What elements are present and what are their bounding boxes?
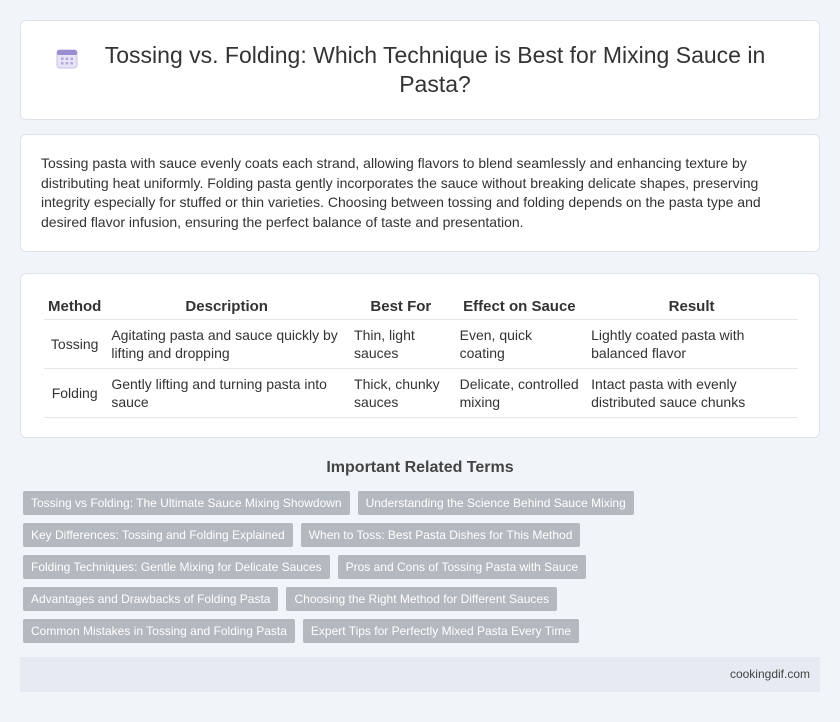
footer-site-link[interactable]: cookingdif.com bbox=[729, 667, 810, 681]
related-term-tag[interactable]: Common Mistakes in Tossing and Folding P… bbox=[23, 619, 295, 643]
intro-paragraph: Tossing pasta with sauce evenly coats ea… bbox=[41, 155, 761, 230]
description-cell: Agitating pasta and sauce quickly by lif… bbox=[105, 319, 349, 369]
column-header-best-for: Best For bbox=[348, 296, 454, 320]
best-for-cell: Thin, light sauces bbox=[348, 319, 454, 369]
comparison-table: Method Description Best For Effect on Sa… bbox=[44, 296, 798, 418]
result-cell: Intact pasta with evenly distributed sau… bbox=[585, 368, 798, 418]
result-cell: Lightly coated pasta with balanced flavo… bbox=[585, 319, 798, 369]
footer: cookingdif.com bbox=[20, 657, 820, 692]
best-for-cell: Thick, chunky sauces bbox=[348, 368, 454, 418]
header-card: Tossing vs. Folding: Which Technique is … bbox=[20, 20, 820, 120]
related-terms-list: Tossing vs Folding: The Ultimate Sauce M… bbox=[23, 491, 634, 651]
related-term-tag[interactable]: Advantages and Drawbacks of Folding Past… bbox=[23, 587, 279, 611]
comparison-table-card: Method Description Best For Effect on Sa… bbox=[20, 273, 820, 438]
intro-card: Tossing pasta with sauce evenly coats ea… bbox=[20, 134, 820, 252]
tag-row: Key Differences: Tossing and Folding Exp… bbox=[23, 523, 623, 547]
tag-row: Folding Techniques: Gentle Mixing for De… bbox=[23, 555, 623, 579]
method-cell: Tossing bbox=[44, 319, 106, 369]
column-header-method: Method bbox=[44, 296, 106, 320]
related-term-tag[interactable]: Choosing the Right Method for Different … bbox=[286, 587, 558, 611]
table-row: Folding Gently lifting and turning pasta… bbox=[44, 368, 798, 418]
related-term-tag[interactable]: Folding Techniques: Gentle Mixing for De… bbox=[23, 555, 330, 579]
column-header-description: Description bbox=[105, 296, 349, 320]
tag-row: Tossing vs Folding: The Ultimate Sauce M… bbox=[23, 491, 634, 515]
related-term-tag[interactable]: Pros and Cons of Tossing Pasta with Sauc… bbox=[337, 555, 587, 579]
effect-cell: Even, quick coating bbox=[453, 319, 586, 369]
related-term-tag[interactable]: Key Differences: Tossing and Folding Exp… bbox=[23, 523, 293, 547]
related-term-tag[interactable]: Understanding the Science Behind Sauce M… bbox=[357, 491, 634, 515]
related-term-tag[interactable]: Tossing vs Folding: The Ultimate Sauce M… bbox=[23, 491, 350, 515]
page-title: Tossing vs. Folding: Which Technique is … bbox=[104, 42, 766, 97]
calendar-icon bbox=[56, 49, 78, 69]
related-term-tag[interactable]: When to Toss: Best Pasta Dishes for This… bbox=[300, 523, 581, 547]
description-cell: Gently lifting and turning pasta into sa… bbox=[105, 368, 349, 418]
table-header-row: Method Description Best For Effect on Sa… bbox=[44, 296, 798, 320]
effect-cell: Delicate, controlled mixing bbox=[453, 368, 586, 418]
tag-row: Advantages and Drawbacks of Folding Past… bbox=[23, 587, 623, 611]
tag-row: Common Mistakes in Tossing and Folding P… bbox=[23, 619, 623, 643]
related-term-tag[interactable]: Expert Tips for Perfectly Mixed Pasta Ev… bbox=[302, 619, 579, 643]
column-header-result: Result bbox=[585, 296, 798, 320]
related-terms-heading: Important Related Terms bbox=[326, 459, 514, 476]
method-cell: Folding bbox=[44, 368, 106, 418]
table-row: Tossing Agitating pasta and sauce quickl… bbox=[44, 319, 798, 369]
column-header-effect-on-sauce: Effect on Sauce bbox=[453, 296, 586, 320]
